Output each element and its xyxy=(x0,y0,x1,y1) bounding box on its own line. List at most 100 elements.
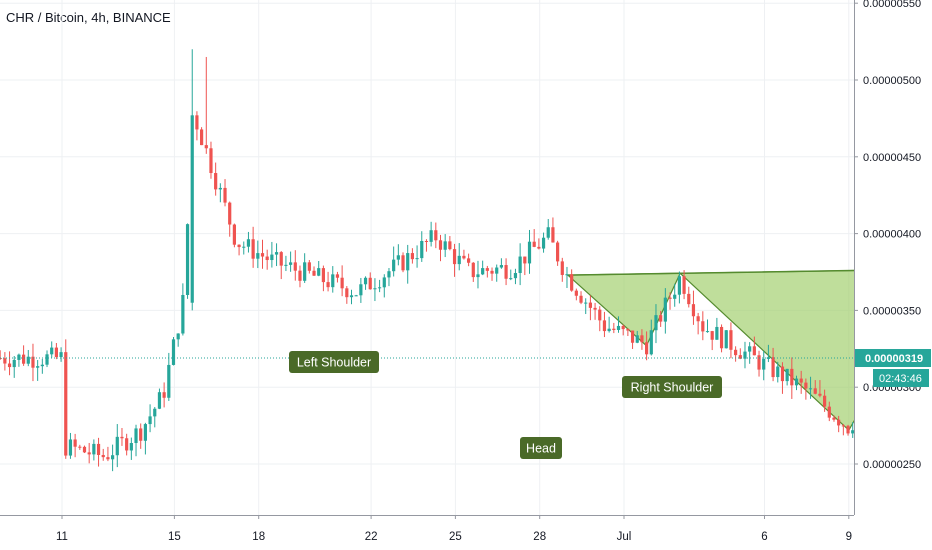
time-tick-label: 15 xyxy=(168,531,181,543)
candle-down xyxy=(22,354,26,364)
candle-down xyxy=(260,253,265,257)
candle-up xyxy=(190,115,194,303)
candle-down xyxy=(556,242,560,262)
candle-down xyxy=(696,316,700,322)
candle-down xyxy=(813,388,817,394)
candle-down xyxy=(7,363,12,368)
candle-up xyxy=(785,368,789,382)
candle-up xyxy=(115,436,119,456)
candle-down xyxy=(799,378,803,383)
candle-down xyxy=(3,358,7,364)
time-tick-label: 11 xyxy=(56,531,68,543)
left-shoulder-label-bg xyxy=(289,351,379,373)
candle-down xyxy=(701,321,705,332)
candle-down xyxy=(823,395,827,407)
time-tick-label: Jul xyxy=(617,531,632,543)
candle-up xyxy=(218,187,222,190)
left-shoulder-label: Left Shoulder xyxy=(297,356,371,370)
candle-down xyxy=(659,315,663,322)
candle-down xyxy=(752,346,756,356)
candle-down xyxy=(321,268,325,283)
candle-down xyxy=(804,382,808,389)
candle-down xyxy=(757,355,761,370)
candle-up xyxy=(776,366,780,378)
candle-up xyxy=(429,230,433,242)
candle-down xyxy=(846,425,850,434)
candle-down xyxy=(209,148,213,174)
candle-down xyxy=(682,276,686,294)
candle-down xyxy=(73,439,77,447)
candle-down xyxy=(125,438,129,451)
candle-down xyxy=(612,328,616,330)
candle-down xyxy=(438,240,443,250)
candle-down xyxy=(424,241,429,243)
candle-up xyxy=(349,295,354,298)
candle-down xyxy=(832,417,836,420)
candle-up xyxy=(663,297,667,322)
candle-up xyxy=(677,276,681,295)
grid-layer xyxy=(0,0,854,515)
candle-up xyxy=(420,241,424,259)
candle-up xyxy=(387,271,391,278)
candle-up xyxy=(705,331,710,333)
candle-up xyxy=(724,330,728,349)
candle-down xyxy=(54,347,58,358)
candle-down xyxy=(214,173,218,190)
time-tick-label: 9 xyxy=(846,531,852,543)
candle-down xyxy=(504,265,508,279)
candle-up xyxy=(270,254,274,261)
candle-down xyxy=(232,224,236,245)
candle-up xyxy=(565,274,569,276)
candle-up xyxy=(584,302,588,304)
right-shoulder-label-bg xyxy=(622,376,722,398)
candle-down xyxy=(790,368,794,386)
candle-down xyxy=(326,282,330,288)
candle-down xyxy=(237,244,241,248)
time-tick-label: 18 xyxy=(252,531,265,543)
candle-up xyxy=(373,288,377,290)
candle-up xyxy=(635,335,639,343)
candle-down xyxy=(687,293,691,305)
candle-up xyxy=(476,274,480,278)
candle-up xyxy=(808,388,813,390)
candle-up xyxy=(284,264,288,266)
candle-down xyxy=(818,393,822,396)
candle-down xyxy=(64,352,68,456)
candle-up xyxy=(762,358,766,370)
candle-up xyxy=(17,354,21,360)
candle-up xyxy=(616,325,621,330)
price-tick-label: 0.00000500 xyxy=(863,75,921,87)
candle-up xyxy=(317,268,321,276)
candle-down xyxy=(204,145,208,149)
candle-down xyxy=(621,325,625,330)
candle-up xyxy=(527,241,532,264)
candle-up xyxy=(495,267,499,274)
candle-up xyxy=(167,364,171,398)
candle-up xyxy=(509,278,513,280)
candle-down xyxy=(312,270,316,276)
candle-up xyxy=(715,326,719,340)
time-tick-label: 6 xyxy=(761,531,767,543)
candle-down xyxy=(265,256,269,261)
candle-down xyxy=(96,443,101,455)
candle-down xyxy=(401,255,405,271)
candle-up xyxy=(743,351,747,359)
candle-down xyxy=(139,428,143,441)
candle-down xyxy=(729,330,733,350)
candle-up xyxy=(134,428,138,444)
candle-down xyxy=(490,270,494,274)
countdown-badge-bg xyxy=(873,369,929,388)
price-tick-label: 0.00000450 xyxy=(863,152,921,164)
time-tick-label: 22 xyxy=(365,531,378,543)
candle-up xyxy=(481,268,485,275)
candle-down xyxy=(523,256,527,264)
candle-down xyxy=(335,274,340,278)
candle-up xyxy=(518,256,522,274)
candle-up xyxy=(171,339,176,365)
candle-up xyxy=(513,273,518,279)
candle-up xyxy=(392,259,396,272)
candle-down xyxy=(593,307,597,310)
candle-up xyxy=(541,237,546,249)
candle-down xyxy=(598,309,602,321)
